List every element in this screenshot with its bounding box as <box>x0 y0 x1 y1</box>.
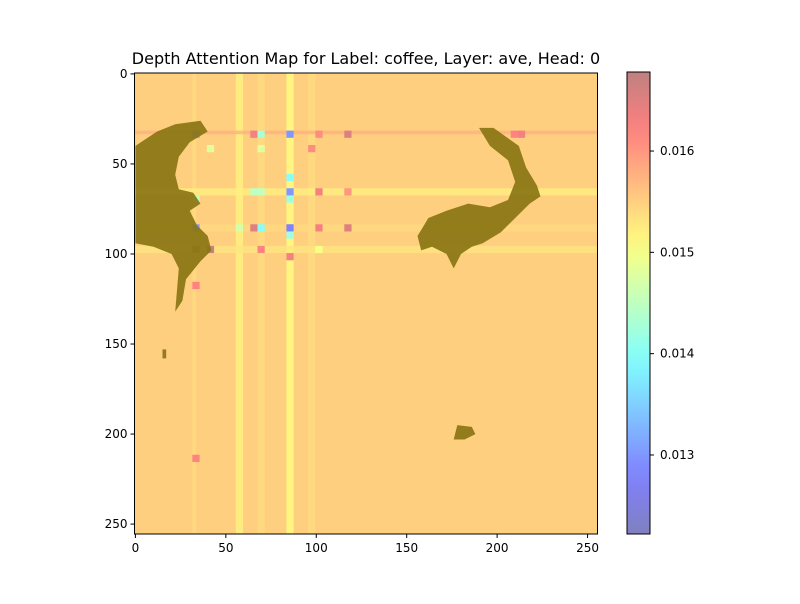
x-tick-label: 0 <box>132 541 140 555</box>
y-tick-label: 100 <box>105 247 128 261</box>
heatmap-cell <box>315 224 323 232</box>
heatmap-cell <box>235 224 244 232</box>
y-tick-label: 150 <box>105 337 128 351</box>
y-tick-label: 200 <box>105 427 128 441</box>
heatmap-cell <box>344 130 352 138</box>
vertical-band <box>235 73 244 534</box>
y-tick-label: 250 <box>105 517 128 531</box>
heatmap-cell <box>192 281 200 290</box>
colorbar-tick-label: 0.015 <box>660 245 694 259</box>
horizontal-band <box>134 224 598 232</box>
heatmap-background <box>134 73 598 534</box>
vertical-band <box>286 73 294 534</box>
heatmap-cell <box>286 195 294 203</box>
y-tick-label: 0 <box>120 67 128 81</box>
heatmap-cell <box>250 188 258 196</box>
heatmap-cell <box>192 454 200 462</box>
heatmap-cell <box>250 130 258 138</box>
colorbar-frame <box>626 71 651 535</box>
x-tick-label: 200 <box>486 541 509 555</box>
vertical-band <box>192 73 196 534</box>
heatmap-cell <box>257 188 265 196</box>
plot-area <box>134 72 598 535</box>
heatmap-cell <box>315 188 323 196</box>
depth-region <box>417 127 541 269</box>
heatmap-cell <box>308 145 316 153</box>
y-tick-label: 50 <box>112 157 127 171</box>
x-tick-label: 50 <box>218 541 233 555</box>
heatmap-cell <box>315 130 323 138</box>
heatmap-cell <box>206 145 215 153</box>
colorbar: 0.013 0.014 0.015 0.016 <box>626 71 694 535</box>
y-axis: 0 50 100 150 200 250 <box>105 67 135 531</box>
heatmap-cell <box>286 224 294 232</box>
vertical-band <box>308 73 316 534</box>
vertical-band <box>257 73 265 534</box>
depth-region <box>162 349 167 359</box>
chart-title: Depth Attention Map for Label: coffee, L… <box>132 49 600 68</box>
colorbar-tick-label: 0.013 <box>660 448 694 462</box>
heatmap-cell <box>315 245 323 254</box>
heatmap-cell <box>517 130 526 138</box>
heatmap-cell <box>257 145 265 153</box>
depth-region <box>135 120 212 312</box>
heatmap-cell <box>286 130 294 138</box>
colorbar-tick-label: 0.016 <box>660 144 694 158</box>
x-axis: 0 50 100 150 200 250 <box>132 534 599 555</box>
heatmap-cell <box>344 188 352 196</box>
x-tick-label: 100 <box>305 541 328 555</box>
heatmap-cell <box>286 231 294 239</box>
heatmap-cell <box>257 224 265 232</box>
depth-region <box>453 425 476 440</box>
horizontal-band <box>134 188 598 196</box>
heatmap-cell <box>286 253 294 261</box>
colorbar-gradient <box>627 72 650 534</box>
heatmap-cell <box>257 245 265 254</box>
heatmap-cell <box>257 130 265 138</box>
horizontal-band <box>134 245 598 254</box>
colorbar-tick-label: 0.014 <box>660 347 694 361</box>
heatmap-cell <box>510 130 518 138</box>
heatmap-cell <box>286 173 294 182</box>
heatmap-cell <box>344 224 352 232</box>
plot-frame <box>134 72 598 535</box>
x-tick-label: 150 <box>395 541 418 555</box>
heatmap-cell <box>286 188 294 196</box>
x-tick-label: 250 <box>576 541 599 555</box>
horizontal-band <box>134 130 598 135</box>
heatmap-cell <box>250 224 258 232</box>
